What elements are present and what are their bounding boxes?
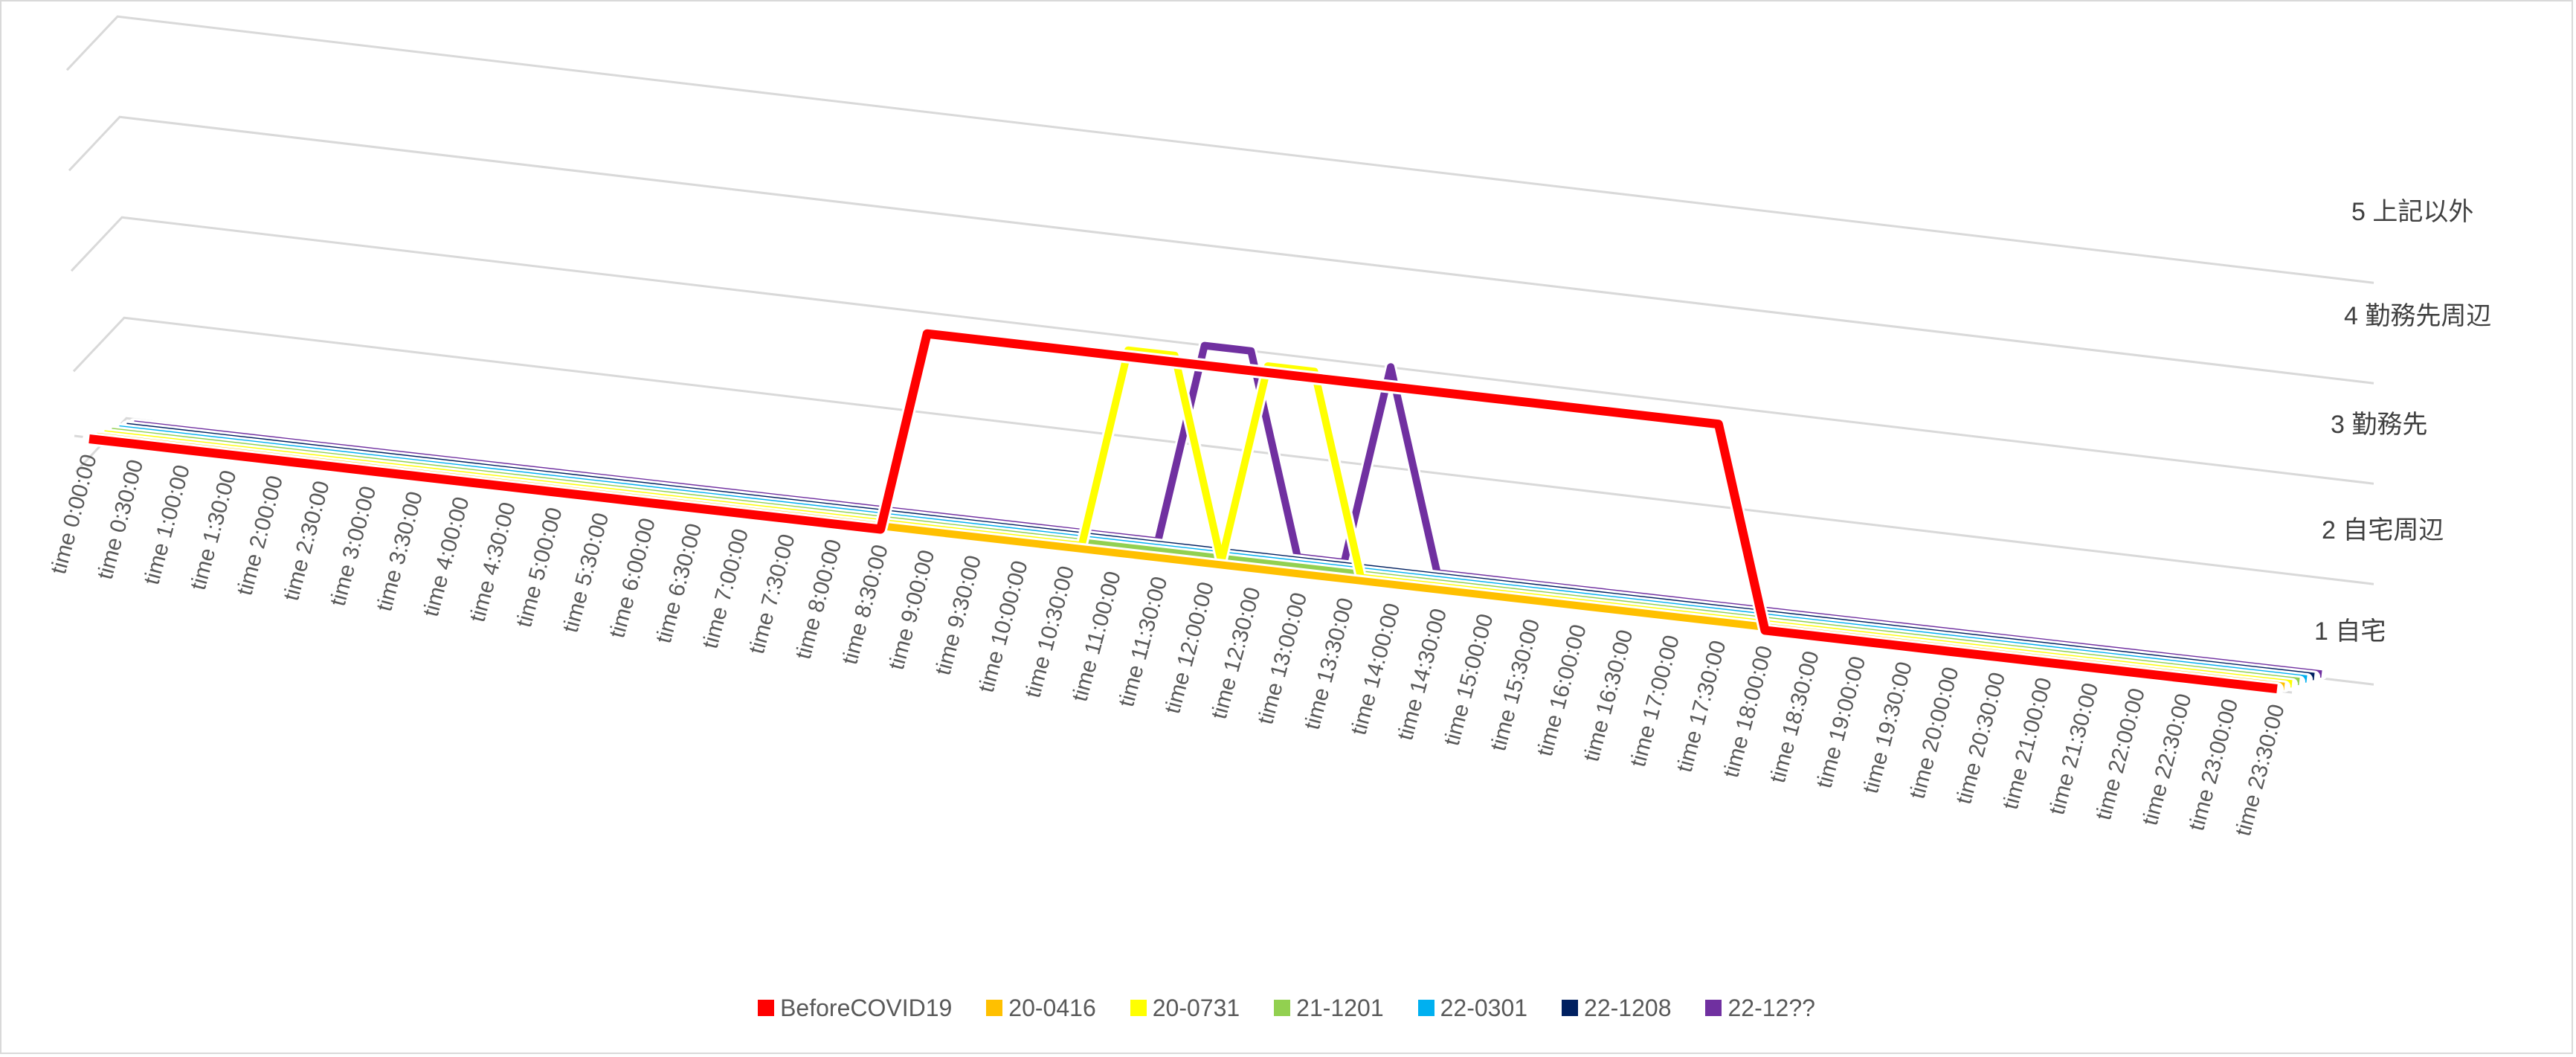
legend-label: 22-12?? — [1727, 994, 1815, 1021]
legend-swatch — [1705, 1000, 1722, 1016]
x-tick-label: time 4:00:00 — [419, 494, 474, 619]
x-tick-label: time 18:30:00 — [1765, 649, 1824, 785]
x-tick-label: time 17:00:00 — [1626, 632, 1684, 769]
x-tick-label: time 20:30:00 — [1951, 669, 2010, 806]
x-tick-label: time 19:00:00 — [1812, 654, 1870, 791]
x-tick-label: time 23:30:00 — [2231, 701, 2290, 838]
x-tick-label: time 7:30:00 — [744, 532, 800, 657]
legend-swatch — [1417, 1000, 1434, 1016]
x-tick-label: time 22:30:00 — [2138, 691, 2197, 828]
gridline — [70, 216, 2374, 485]
x-tick-label: time 0:30:00 — [93, 457, 149, 582]
x-tick-label: time 5:00:00 — [512, 505, 567, 630]
x-tick-label: time 14:30:00 — [1393, 606, 1452, 743]
y-tick-label: 5 上記以外 — [2351, 198, 2473, 226]
x-tick-label: time 4:30:00 — [466, 500, 521, 625]
x-tick-label: time 22:00:00 — [2091, 686, 2150, 823]
x-tick-label: time 6:30:00 — [651, 521, 707, 646]
x-tick-label: time 0:00:00 — [46, 452, 102, 576]
x-tick-label: time 3:30:00 — [372, 489, 428, 614]
series-line-0 — [88, 329, 2278, 693]
x-tick-label: time 6:00:00 — [605, 515, 660, 640]
x-tick-label: time 11:00:00 — [1068, 569, 1126, 704]
x-tick-label: time 15:30:00 — [1486, 617, 1545, 754]
legend-label: BeforeCOVID19 — [780, 994, 953, 1021]
x-tick-label: time 18:00:00 — [1719, 643, 1777, 780]
x-tick-label: time 21:00:00 — [1998, 675, 2057, 812]
x-tick-label: time 17:30:00 — [1672, 637, 1731, 774]
legend-label: 22-1208 — [1584, 994, 1672, 1021]
gridlines — [65, 15, 2374, 694]
x-tick-label: time 20:00:00 — [1905, 664, 1964, 801]
legend-item: 22-12?? — [1705, 995, 1815, 1022]
legend-label: 20-0731 — [1152, 994, 1240, 1021]
legend: BeforeCOVID19 20-0416 20-0731 21-1201 22-030… — [1, 989, 2572, 1027]
x-tick-label: time 8:30:00 — [837, 542, 893, 667]
y-tick-label: 4 勤務先周辺 — [2344, 302, 2491, 330]
x-tick-label: time 13:00:00 — [1253, 590, 1312, 727]
x-tick-label: time 13:30:00 — [1300, 595, 1359, 732]
x-tick-label: time 7:00:00 — [698, 526, 753, 651]
x-tick-label: time 11:30:00 — [1114, 574, 1172, 710]
y-axis-ticks: 1 自宅 2 自宅周辺 3 勤務先 4 勤務先周辺 5 上記以外 — [2314, 198, 2491, 646]
legend-item: 20-0416 — [986, 994, 1096, 1022]
legend-swatch — [1274, 1000, 1291, 1016]
x-tick-label: time 10:00:00 — [974, 558, 1033, 695]
legend-label: 22-0301 — [1440, 994, 1528, 1021]
x-tick-label: time 5:30:00 — [558, 510, 614, 635]
legend-label: 21-1201 — [1296, 994, 1384, 1021]
legend-swatch — [1130, 1000, 1147, 1016]
x-tick-label: time 16:00:00 — [1533, 622, 1591, 759]
y-tick-label: 2 自宅周辺 — [2322, 516, 2444, 544]
legend-swatch — [1562, 1000, 1579, 1016]
legend-item: BeforeCOVID19 — [758, 995, 952, 1022]
gridline — [65, 15, 2374, 284]
x-tick-label: time 12:00:00 — [1160, 579, 1219, 716]
x-tick-label: time 19:30:00 — [1858, 659, 1917, 796]
y-tick-label: 1 自宅 — [2314, 617, 2386, 646]
x-tick-label: time 8:00:00 — [791, 537, 847, 662]
legend-label: 20-0416 — [1008, 994, 1096, 1021]
x-tick-label: time 1:30:00 — [186, 468, 242, 593]
x-tick-label: time 21:30:00 — [2044, 681, 2103, 817]
series-lines — [83, 327, 2328, 695]
legend-item: 22-0301 — [1417, 994, 1528, 1022]
x-tick-label: time 15:00:00 — [1440, 611, 1498, 748]
x-tick-label: time 2:30:00 — [279, 478, 335, 603]
x-tick-label: time 12:30:00 — [1207, 585, 1266, 722]
x-tick-label: time 14:00:00 — [1347, 600, 1405, 737]
legend-item: 21-1201 — [1274, 994, 1384, 1022]
x-tick-label: time 1:00:00 — [139, 463, 195, 588]
x-tick-label: time 10:30:00 — [1020, 563, 1079, 700]
x-tick-label: time 3:00:00 — [326, 483, 381, 608]
x-tick-label: time 16:30:00 — [1579, 627, 1638, 764]
x-tick-label: time 23:00:00 — [2184, 696, 2243, 833]
x-tick-label: time 2:00:00 — [233, 473, 289, 598]
legend-swatch — [986, 1000, 1003, 1016]
y-tick-label: 3 勤務先 — [2331, 411, 2427, 439]
gridline — [72, 316, 2374, 585]
legend-swatch — [758, 1000, 775, 1016]
legend-item: 22-1208 — [1562, 995, 1671, 1022]
x-tick-label: time 9:30:00 — [930, 553, 986, 678]
legend-item: 20-0731 — [1130, 995, 1240, 1022]
x-tick-label: time 9:00:00 — [884, 547, 940, 672]
gridline — [68, 115, 2374, 385]
